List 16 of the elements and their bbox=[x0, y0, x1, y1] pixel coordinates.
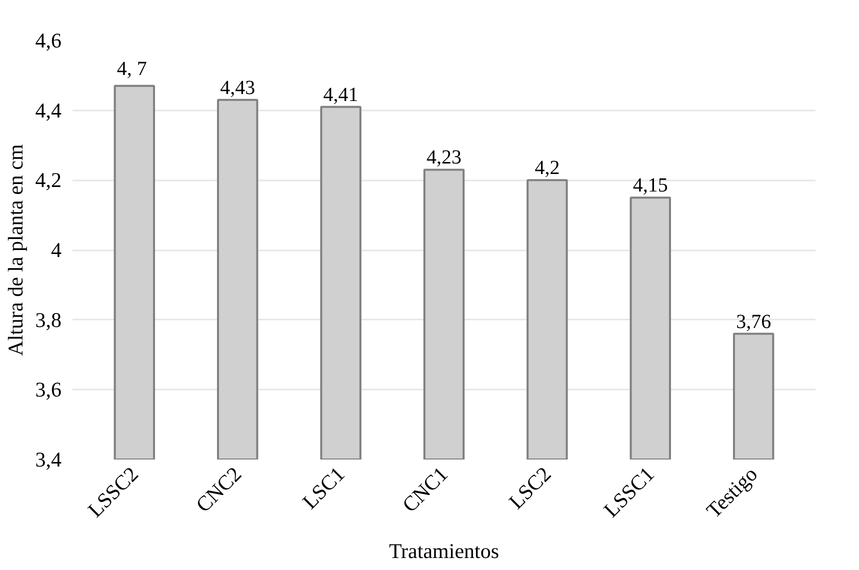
data-label: 3,76 bbox=[736, 310, 772, 333]
data-label: 4, 7 bbox=[116, 58, 147, 80]
y-tick-label: 4,6 bbox=[35, 28, 62, 52]
data-label: 4,15 bbox=[632, 174, 668, 197]
y-tick-label: 3,4 bbox=[35, 448, 62, 472]
y-tick-label: 4,4 bbox=[35, 98, 62, 122]
data-label: 4,41 bbox=[323, 84, 358, 106]
data-label: 4,2 bbox=[534, 157, 560, 180]
data-label: 4,23 bbox=[426, 146, 462, 169]
y-tick-label: 4,2 bbox=[35, 168, 62, 192]
y-tick-label: 4 bbox=[51, 238, 62, 262]
y-axis-title: Altura de la planta en cm bbox=[3, 144, 28, 356]
data-label: 4,43 bbox=[220, 76, 256, 99]
x-axis-title: Tratamientos bbox=[388, 538, 500, 563]
y-tick-label: 3,6 bbox=[35, 378, 62, 402]
y-tick-label: 3,8 bbox=[35, 308, 62, 332]
